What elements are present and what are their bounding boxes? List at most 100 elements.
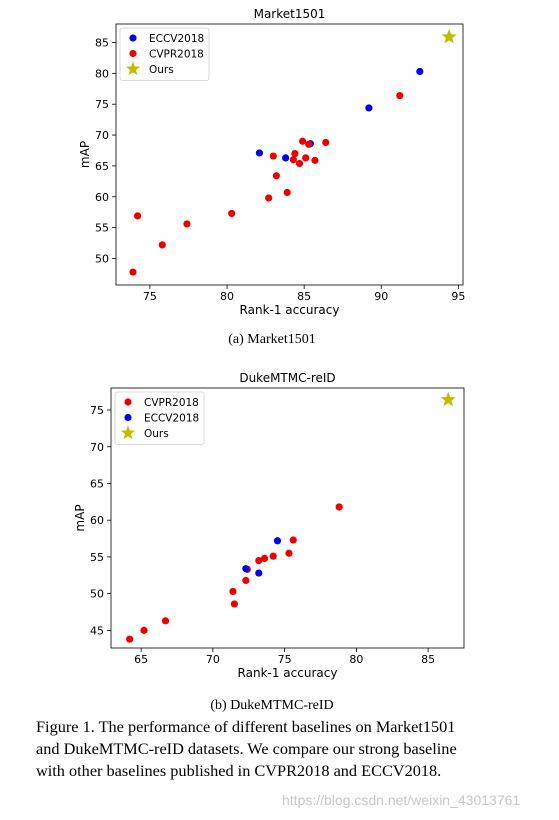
y-tick-label: 55 xyxy=(95,222,109,235)
y-tick-label: 80 xyxy=(95,67,109,80)
x-tick-label: 75 xyxy=(143,290,157,303)
data-point xyxy=(255,149,264,157)
y-tick-label: 55 xyxy=(90,551,104,564)
data-point xyxy=(416,67,424,76)
y-tick-label: 60 xyxy=(90,514,104,527)
data-point xyxy=(311,156,319,164)
series-cvpr2018 xyxy=(129,91,404,276)
caption-line-1: Figure 1. The performance of different b… xyxy=(36,717,456,736)
watermark-url: https://blog.csdn.net/weixin_43013761 xyxy=(282,792,521,808)
data-point xyxy=(283,188,291,197)
x-tick-label: 95 xyxy=(451,290,465,303)
data-point xyxy=(129,268,137,276)
data-point xyxy=(273,537,282,545)
data-point xyxy=(242,576,250,585)
data-point xyxy=(229,587,237,596)
data-point-star xyxy=(440,391,456,407)
y-tick-label: 65 xyxy=(90,477,104,490)
data-point xyxy=(265,194,273,202)
data-point xyxy=(335,503,343,511)
data-point xyxy=(289,156,297,164)
y-axis-label: mAP xyxy=(78,141,92,168)
y-tick-label: 50 xyxy=(95,252,109,265)
figure-canvas: Market1501 75 80 85 90 95 50 55 60 65 70 75 80 85 Rank… xyxy=(73,7,465,712)
x-tick-label: 75 xyxy=(278,653,292,666)
data-point xyxy=(322,138,330,147)
y-tick-label: 85 xyxy=(95,37,109,50)
legend: CVPR2018 ECCV2018 Ours xyxy=(114,391,205,445)
chart-title: Market1501 xyxy=(254,7,326,21)
data-point xyxy=(260,554,269,562)
data-point xyxy=(255,556,263,565)
legend-box xyxy=(114,391,205,445)
series-eccv2018 xyxy=(242,537,282,577)
y-tick-label: 70 xyxy=(95,129,109,142)
x-tick-label: 80 xyxy=(349,653,363,666)
legend-marker xyxy=(124,398,132,406)
x-axis-label: Rank-1 accuracy xyxy=(238,666,338,680)
data-point xyxy=(158,241,166,249)
data-point xyxy=(305,140,313,148)
chart-title: DukeMTMC-reID xyxy=(239,371,335,385)
y-tick-label: 70 xyxy=(90,441,104,454)
y-tick-label: 50 xyxy=(90,588,104,601)
legend-marker-star xyxy=(120,425,136,440)
data-point xyxy=(365,104,373,112)
data-point xyxy=(133,212,142,220)
legend-marker xyxy=(124,413,132,422)
data-point xyxy=(126,635,134,643)
legend: ECCV2018 CVPR2018 Ours xyxy=(119,27,210,81)
data-point xyxy=(295,159,304,168)
data-point xyxy=(242,565,250,573)
x-tick-label: 65 xyxy=(134,653,148,666)
legend-box xyxy=(119,27,210,81)
data-point xyxy=(396,91,404,100)
series-ours xyxy=(440,391,456,407)
data-point xyxy=(299,137,307,145)
plot-frame xyxy=(115,23,464,286)
data-point xyxy=(255,569,263,577)
caption-line-3: with other baselines published in CVPR20… xyxy=(36,761,442,780)
subfigure-caption: (b) DukeMTMC-reID xyxy=(210,698,333,712)
x-tick-label: 80 xyxy=(220,290,234,303)
caption-line-2: and DukeMTMC-reID datasets. We compare o… xyxy=(36,739,457,758)
x-tick-label: 85 xyxy=(297,290,311,303)
data-point xyxy=(285,549,293,557)
data-point xyxy=(291,149,299,158)
x-tick-label: 85 xyxy=(421,653,435,666)
data-point xyxy=(140,626,148,634)
legend-label: CVPR2018 xyxy=(149,49,204,61)
data-point xyxy=(230,600,239,608)
data-point xyxy=(282,154,290,162)
subfigure-caption: (a) Market1501 xyxy=(228,332,315,347)
legend-label: CVPR2018 xyxy=(144,397,199,409)
data-point xyxy=(228,209,236,218)
data-point xyxy=(183,220,191,228)
legend-label: Ours xyxy=(144,428,169,440)
figure-caption: Figure 1. The performance of different b… xyxy=(36,716,536,782)
legend-label: ECCV2018 xyxy=(144,413,199,425)
data-point xyxy=(302,154,310,162)
data-point xyxy=(269,152,277,160)
y-tick-label: 75 xyxy=(95,98,109,111)
legend-marker-star xyxy=(125,61,141,76)
data-point xyxy=(161,617,170,625)
y-axis-label: mAP xyxy=(73,504,87,531)
y-tick-label: 75 xyxy=(90,404,104,417)
data-point xyxy=(272,172,280,180)
legend-label: ECCV2018 xyxy=(149,33,204,45)
x-tick-label: 90 xyxy=(374,290,388,303)
data-point xyxy=(289,536,297,544)
y-tick-label: 60 xyxy=(95,191,109,204)
series-ours xyxy=(441,28,457,44)
legend-marker xyxy=(129,34,137,42)
legend-marker xyxy=(129,49,137,58)
data-point-star xyxy=(441,28,457,44)
series-eccv2018 xyxy=(255,67,424,162)
series-cvpr2018 xyxy=(126,503,343,643)
y-tick-label: 65 xyxy=(95,160,109,173)
x-tick-label: 70 xyxy=(206,653,220,666)
y-tick-label: 45 xyxy=(90,624,104,637)
